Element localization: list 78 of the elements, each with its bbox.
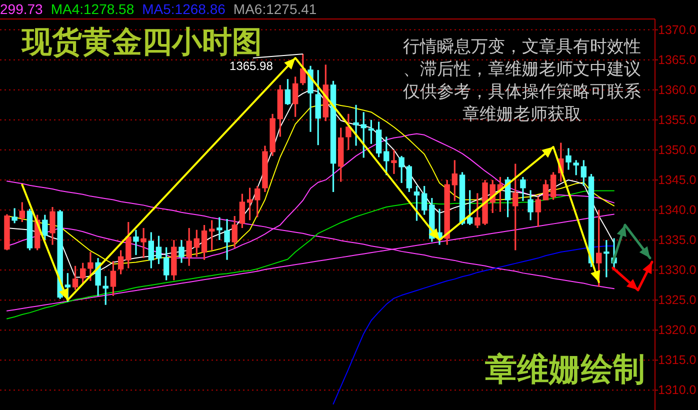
candlestick: [72, 265, 78, 291]
candlestick: [414, 185, 420, 222]
candlestick: [224, 218, 230, 261]
candlestick: [384, 136, 390, 176]
candlestick: [528, 189, 534, 222]
y-tick-label: 1315.0: [658, 353, 696, 368]
candlestick: [391, 149, 397, 175]
y-tick-label: 1310.0: [658, 383, 696, 398]
candlestick: [573, 159, 579, 176]
candlestick: [467, 189, 473, 226]
candlestick: [550, 171, 556, 201]
candlestick: [126, 221, 132, 270]
y-tick-label: 1350.0: [658, 142, 696, 157]
candlestick: [300, 53, 306, 86]
candlestick: [88, 251, 94, 282]
candlestick: [520, 176, 526, 202]
y-tick-label: 1370.0: [658, 22, 696, 37]
candlestick: [360, 111, 366, 159]
candlestick: [421, 185, 428, 216]
candlestick: [148, 231, 154, 270]
text: MA5:1268.86: [142, 1, 226, 17]
candlestick: [102, 275, 108, 306]
candlestick: [398, 155, 404, 184]
candlestick: [186, 227, 192, 267]
candlestick: [254, 185, 260, 218]
y-tick-label: 1360.0: [658, 82, 696, 97]
annotation: 章维姗绘制: [485, 350, 645, 388]
candlestick: [64, 272, 71, 303]
y-tick-label: 1340.0: [658, 202, 696, 217]
candlestick: [50, 206, 56, 246]
text: MA6:1275.41: [233, 1, 317, 17]
text: 299.73: [0, 1, 44, 17]
candlestick: [239, 192, 246, 229]
y-tick-label: 1330.0: [658, 263, 696, 278]
text: 行情瞬息万变，文章具有时效性、滞后性，章维姗老师文中建议仅供参考，具体操作策略可联系章维姗老师获取: [403, 37, 641, 124]
candlestick: [346, 113, 352, 151]
candlestick: [580, 159, 587, 187]
candlestick: [194, 229, 200, 258]
candlestick: [406, 164, 412, 193]
candlestick: [566, 147, 572, 171]
candlestick: [315, 69, 321, 146]
candlestick: [118, 249, 124, 276]
candlestick: [133, 229, 139, 256]
candlestick: [19, 201, 26, 223]
candlestick: [368, 119, 374, 145]
candlestick: [604, 239, 610, 278]
candlestick: [292, 76, 298, 118]
candlestick: [535, 196, 541, 228]
candlestick: [512, 162, 518, 252]
candlestick: [376, 120, 382, 158]
candlestick: [353, 104, 359, 147]
candlestick: [80, 262, 86, 285]
y-tick-label: 1355.0: [658, 112, 696, 127]
candlestick: [12, 207, 18, 224]
y-tick-label: 1365.0: [658, 52, 696, 67]
candlestick: [163, 246, 170, 282]
y-tick-label: 1325.0: [658, 293, 696, 308]
y-tick-label: 1335.0: [658, 233, 696, 248]
candlestick: [284, 78, 291, 106]
candlestick: [140, 227, 146, 259]
candlestick: [232, 215, 238, 249]
annotation: 1365.98: [230, 58, 274, 73]
candlestick: [452, 159, 458, 202]
candlestick: [178, 239, 184, 264]
candlestick: [42, 214, 48, 241]
candlestick: [308, 65, 314, 133]
text: MA4:1278.58: [50, 1, 134, 17]
y-tick-label: 1320.0: [658, 323, 696, 338]
candlestick: [156, 235, 162, 265]
candlestick: [542, 179, 549, 201]
candlestick: [95, 257, 101, 297]
candlestick: [596, 209, 602, 288]
chart-title: 现货黄金四小时图: [21, 25, 262, 60]
candlestick: [110, 260, 116, 297]
y-tick-label: 1345.0: [658, 172, 696, 187]
candlestick: [209, 219, 215, 252]
candlestick: [201, 224, 208, 261]
candlestick: [216, 216, 222, 241]
